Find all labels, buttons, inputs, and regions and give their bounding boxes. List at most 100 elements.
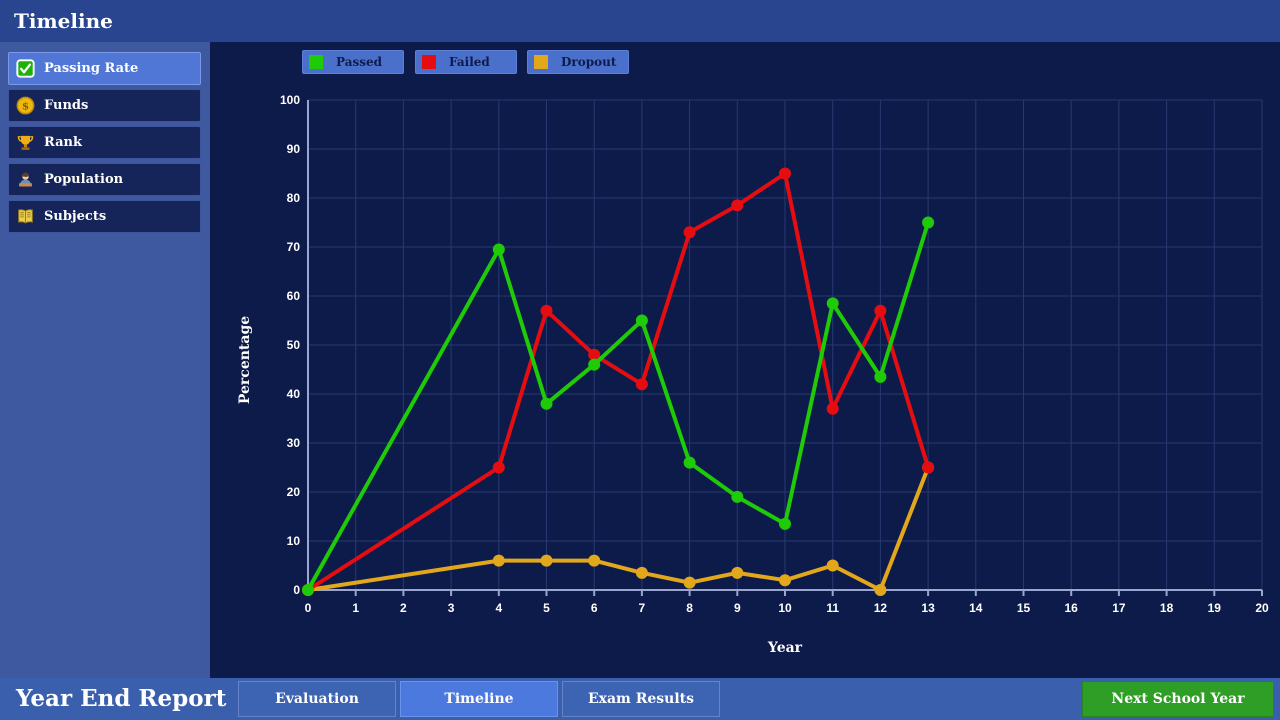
sidebar-item-label: Rank: [44, 135, 82, 150]
series-point-passed: [779, 517, 791, 530]
series-point-passed: [540, 397, 553, 410]
series-point-failed: [922, 461, 935, 474]
y-tick-label: 100: [279, 93, 300, 107]
x-tick-label: 1: [352, 601, 360, 615]
x-axis-title: Year: [767, 640, 803, 656]
series-point-passed: [635, 314, 648, 327]
page-title: Timeline: [14, 9, 113, 33]
series-point-failed: [588, 348, 601, 361]
bottom-bar: Year End Report Evaluation Timeline Exam…: [0, 678, 1280, 720]
y-tick-label: 70: [286, 240, 300, 254]
series-point-failed: [874, 304, 887, 317]
sidebar-item-subjects[interactable]: Subjects: [8, 200, 201, 233]
x-tick-label: 16: [1064, 601, 1078, 615]
failed-color-swatch: [422, 55, 436, 69]
series-point-passed: [874, 370, 887, 383]
series-point-failed: [731, 199, 744, 212]
legend-failed-button[interactable]: Failed: [415, 50, 517, 74]
series-point-passed: [588, 358, 601, 371]
x-tick-label: 10: [778, 601, 792, 615]
series-point-passed: [683, 456, 696, 469]
x-tick-label: 2: [400, 601, 407, 615]
tab-evaluation[interactable]: Evaluation: [238, 681, 396, 717]
x-tick-label: 20: [1255, 601, 1269, 615]
x-tick-label: 17: [1112, 601, 1126, 615]
series-point-passed: [302, 584, 314, 596]
y-axis-title: Percentage: [237, 315, 253, 405]
series-line-failed: [306, 171, 931, 592]
x-tick-label: 9: [733, 601, 741, 615]
top-bar: Timeline: [0, 0, 1280, 42]
report-title: Year End Report: [16, 685, 227, 712]
series-point-passed: [731, 490, 744, 503]
x-tick-label: 18: [1159, 601, 1174, 615]
y-tick-label: 50: [286, 338, 300, 352]
series-point-dropout: [683, 576, 696, 589]
svg-text:$: $: [22, 100, 29, 112]
x-tick-label: 7: [638, 601, 646, 615]
series-point-dropout: [635, 566, 648, 579]
series-point-failed: [635, 378, 648, 391]
sidebar: Passing Rate $ Funds Rank: [0, 42, 210, 678]
dropout-color-swatch: [534, 55, 548, 69]
person-icon: [16, 170, 35, 189]
legend-passed-button[interactable]: Passed: [302, 50, 404, 74]
tab-exam-results[interactable]: Exam Results: [562, 681, 720, 717]
x-tick-label: 14: [969, 601, 983, 615]
y-tick-label: 10: [286, 534, 300, 548]
series-point-dropout: [779, 574, 791, 587]
passed-color-swatch: [309, 55, 323, 69]
x-tick-label: 4: [495, 601, 503, 615]
x-tick-label: 8: [686, 601, 693, 615]
y-tick-label: 0: [293, 583, 300, 597]
sidebar-item-label: Subjects: [44, 209, 107, 224]
checkbox-checked-icon: [16, 59, 35, 78]
series-point-failed: [826, 402, 839, 415]
sidebar-item-rank[interactable]: Rank: [8, 126, 201, 159]
open-book-icon: [16, 207, 35, 226]
x-tick-label: 5: [543, 601, 550, 615]
x-tick-label: 19: [1207, 601, 1221, 615]
sidebar-item-label: Funds: [44, 98, 89, 113]
x-tick-label: 15: [1016, 601, 1031, 615]
legend-passed-label: Passed: [336, 55, 383, 69]
sidebar-item-passing-rate[interactable]: Passing Rate: [8, 52, 201, 85]
series-point-dropout: [492, 554, 505, 567]
x-tick-label: 13: [921, 601, 935, 615]
next-school-year-button[interactable]: Next School Year: [1082, 681, 1274, 717]
trophy-icon: [16, 133, 35, 152]
series-point-dropout: [588, 554, 601, 567]
x-tick-label: 3: [447, 601, 455, 615]
legend-dropout-button[interactable]: Dropout: [527, 50, 629, 74]
series-point-failed: [779, 167, 791, 180]
x-tick-label: 6: [590, 601, 598, 615]
sidebar-item-label: Passing Rate: [44, 61, 139, 76]
series-point-dropout: [540, 554, 553, 567]
series-point-failed: [683, 226, 696, 239]
series-point-dropout: [731, 566, 744, 579]
y-tick-label: 80: [286, 191, 300, 205]
series-point-passed: [922, 216, 935, 229]
series-point-dropout: [826, 559, 839, 572]
x-tick-label: 12: [873, 601, 888, 615]
y-tick-label: 90: [286, 142, 300, 156]
y-tick-label: 30: [286, 436, 300, 450]
coin-icon: $: [16, 96, 35, 115]
sidebar-item-funds[interactable]: $ Funds: [8, 89, 201, 122]
y-tick-label: 20: [286, 485, 300, 499]
series-point-failed: [540, 304, 553, 317]
series-point-passed: [492, 243, 505, 256]
legend-dropout-label: Dropout: [561, 55, 617, 69]
sidebar-item-label: Population: [44, 172, 124, 187]
sidebar-item-population[interactable]: Population: [8, 163, 201, 196]
x-tick-label: 11: [826, 601, 840, 615]
x-tick-label: 0: [304, 601, 312, 615]
tab-timeline[interactable]: Timeline: [400, 681, 558, 717]
y-tick-label: 60: [286, 289, 300, 303]
chart-panel: Passed Failed Dropout Percentage Year 0 1…: [210, 42, 1280, 678]
series-point-dropout: [874, 584, 887, 596]
series-point-failed: [492, 461, 505, 474]
chart-svg: [302, 99, 1263, 596]
y-tick-label: 40: [286, 387, 300, 401]
